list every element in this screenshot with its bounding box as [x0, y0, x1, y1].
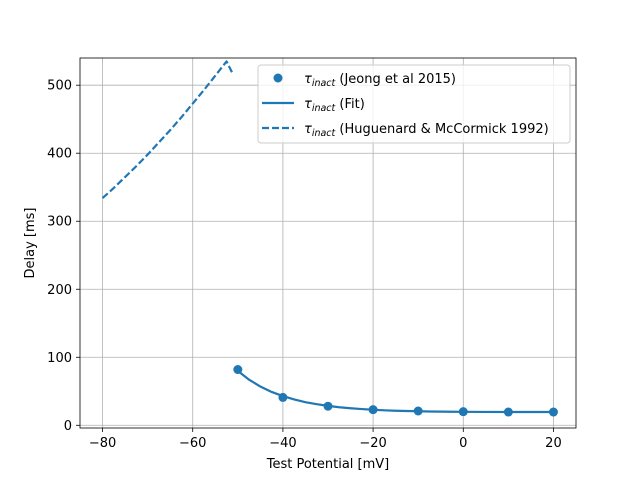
x-tick-label: −80	[89, 436, 116, 451]
x-tick-label: −40	[269, 436, 296, 451]
dashed-line	[101, 60, 235, 199]
y-tick-label: 100	[47, 351, 72, 366]
y-tick-label: 300	[47, 215, 72, 230]
series-2	[101, 60, 235, 199]
x-tick-label: −20	[359, 436, 386, 451]
y-tick-label: 0	[64, 419, 72, 434]
x-tick-label: 20	[545, 436, 562, 451]
plot-frame	[79, 57, 577, 429]
x-axis-label: Test Potential [mV]	[266, 457, 390, 472]
data-series	[101, 60, 558, 417]
scatter-point	[548, 407, 558, 417]
y-tick-label: 500	[47, 79, 72, 94]
y-axis-label: Delay [ms]	[23, 208, 38, 279]
y-tick-label: 400	[47, 147, 72, 162]
series-1	[237, 370, 554, 414]
x-tick-label: 0	[459, 436, 467, 451]
legend-label: τinact (Fit)	[304, 97, 365, 114]
x-tick-label: −60	[179, 436, 206, 451]
legend-label: τinact (Jeong et al 2015)	[304, 72, 456, 89]
series-0	[233, 365, 558, 417]
legend-box	[257, 64, 571, 144]
fit-line	[237, 370, 554, 414]
legend-label: τinact (Huguenard & McCormick 1992)	[304, 122, 549, 139]
legend: τinact (Jeong et al 2015) τinact (Fit) τin…	[257, 64, 571, 144]
y-tick-label: 200	[47, 283, 72, 298]
legend-marker	[273, 73, 283, 83]
